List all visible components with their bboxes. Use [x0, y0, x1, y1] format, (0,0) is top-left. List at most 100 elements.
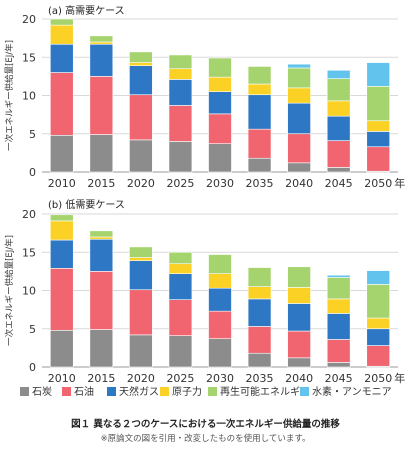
bar-segment — [326, 298, 351, 314]
x-axis-unit: 年 — [394, 176, 405, 190]
bar-segment — [50, 18, 74, 26]
bar-segment — [168, 335, 193, 368]
bar-segment — [168, 141, 193, 173]
legend-swatch — [300, 387, 309, 396]
bar-segment — [366, 120, 390, 132]
bar-segment — [89, 43, 114, 77]
bar-segment — [287, 303, 311, 332]
x-tick-label: 2045 — [325, 177, 353, 190]
x-tick-label: 2010 — [48, 177, 76, 190]
x-tick-label: 2025 — [166, 177, 194, 190]
bar-segment — [287, 162, 311, 173]
bar-segment — [326, 313, 351, 340]
bar-segment — [326, 274, 351, 278]
bar-segment — [287, 287, 311, 304]
legend-label: 原子力 — [172, 385, 202, 398]
x-tick-label: 2020 — [127, 177, 155, 190]
bar-segment — [287, 133, 311, 164]
y-tick-label: 10 — [22, 90, 36, 103]
bar-segment — [50, 329, 74, 368]
bar-segment — [287, 67, 311, 89]
bar-segment — [366, 284, 390, 319]
bar-segment — [366, 328, 390, 346]
bar-segment — [129, 246, 153, 258]
y-axis-label: 一次エネルギー供給量[EJ/年] — [4, 40, 15, 151]
bar-segment — [89, 35, 114, 43]
bar-segment — [366, 131, 390, 148]
legend-label: 石油 — [74, 385, 94, 398]
bar-segment — [50, 72, 74, 136]
bar-segment — [129, 289, 153, 336]
bar-segment — [50, 43, 74, 73]
bar-segment — [89, 41, 114, 45]
y-tick-label: 20 — [22, 208, 36, 221]
legend-label: 水素・アンモニア — [312, 385, 392, 398]
bar-segment — [326, 277, 351, 300]
chart-panel-1: (a) 高需要ケース 0 5 10 15 20 一次エネルギー供給量[EJ/年] 2010 20… — [4, 4, 405, 190]
x-axis-unit: 年 — [394, 371, 405, 385]
x-tick-label: 2030 — [206, 177, 234, 190]
chart-panel-2: (b) 低需要ケース 0 5 10 15 20 一次エネルギー供給量[EJ/年] 2010 20… — [4, 198, 405, 385]
x-tick-label: 2050 — [364, 372, 392, 385]
bar-segment — [168, 79, 193, 106]
bar-segment — [168, 273, 193, 300]
bar-segment — [247, 128, 272, 159]
bar-segment — [366, 345, 390, 367]
bar-segment — [89, 230, 114, 238]
bar-segment — [89, 134, 114, 173]
figure-caption-title: 図１ 異なる２つのケースにおける一次エネルギー供給量の推移 — [71, 419, 340, 430]
bar-segment — [287, 102, 311, 135]
legend-swatch — [20, 387, 29, 396]
bar-segment — [247, 326, 272, 354]
bar-segment — [326, 78, 351, 102]
y-tick-label: 0 — [29, 166, 36, 179]
bar-segment — [326, 167, 351, 173]
bar-segment — [208, 287, 232, 312]
y-tick-label: 10 — [22, 285, 36, 298]
bar-segment — [168, 263, 193, 274]
bar-segment — [287, 63, 311, 69]
bar-segment — [50, 214, 74, 222]
y-axis-label: 一次エネルギー供給量[EJ/年] — [4, 235, 15, 346]
bar-segment — [208, 273, 232, 289]
bar-segment — [366, 317, 390, 330]
y-tick-label: 5 — [29, 128, 36, 141]
bar-segment — [247, 66, 272, 85]
x-tick-label: 2045 — [325, 372, 353, 385]
x-tick-label: 2025 — [166, 372, 194, 385]
bar-segment — [168, 299, 193, 336]
legend-swatch — [160, 387, 169, 396]
legend-swatch — [107, 387, 116, 396]
bar-segment — [168, 54, 193, 70]
bar-segment — [89, 238, 114, 272]
bar-segment — [247, 157, 272, 173]
bar-segment — [287, 357, 311, 368]
chart-title: (b) 低需要ケース — [48, 198, 125, 211]
legend: 石炭 石油 天然ガス 原子力 再生可能エネルギー 水素・アンモニア — [20, 385, 392, 398]
bar-segment — [129, 260, 153, 291]
bar-segment — [89, 76, 114, 135]
bar-segment — [326, 339, 351, 363]
y-tick-label: 5 — [29, 323, 36, 336]
x-tick-label: 2015 — [87, 372, 115, 385]
bar-segment — [366, 146, 390, 172]
y-tick-label: 15 — [22, 246, 36, 259]
bar-segment — [89, 271, 114, 330]
bar-segment — [208, 338, 232, 368]
bar-segment — [287, 87, 311, 104]
bar-segment — [326, 362, 351, 368]
x-tick-label: 2040 — [285, 177, 313, 190]
bar-segment — [247, 352, 272, 368]
legend-swatch — [62, 387, 71, 396]
bar-segment — [129, 65, 153, 96]
figure-caption-note: ※原論文の図を引用・改変したものを使用しています。 — [100, 434, 311, 444]
bar-segment — [208, 310, 232, 339]
bar-segment — [50, 239, 74, 269]
x-tick-label: 2050 — [364, 177, 392, 190]
bar-segment — [168, 251, 193, 265]
bar-segment — [247, 94, 272, 130]
bar-segment — [208, 57, 232, 78]
bar-segment — [326, 140, 351, 168]
